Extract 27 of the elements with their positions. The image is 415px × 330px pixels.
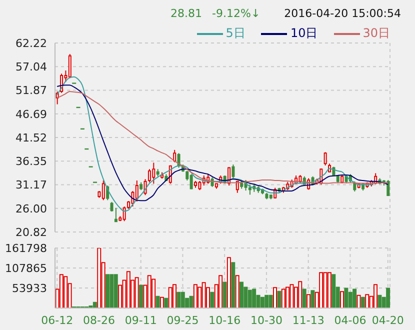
y-tick-label: 107865 <box>5 262 47 275</box>
y-tick-label: 46.69 <box>16 108 47 121</box>
y-tick-label: 51.87 <box>16 84 47 98</box>
y-tick-label: 26.00 <box>16 202 47 216</box>
x-tick-label: 11-13 <box>292 314 324 327</box>
x-tick-label: 09-25 <box>166 314 199 327</box>
x-tick-label: 10-16 <box>208 314 241 327</box>
x-tick-label: 10-30 <box>250 314 282 327</box>
text: 28.81 <box>170 7 202 20</box>
y-tick-label: 62.22 <box>16 36 47 50</box>
y-tick-label: 53933 <box>12 282 47 295</box>
y-tick-label: 57.04 <box>16 60 47 74</box>
y-tick-label: 161798 <box>5 242 47 255</box>
x-tick-label: 04-06 <box>334 314 366 327</box>
y-tick-label: 36.35 <box>16 155 47 168</box>
x-tick-label: 08-26 <box>82 314 115 327</box>
x-tick-label: 04-20 <box>372 314 404 327</box>
legend-label: 5日 <box>226 25 246 42</box>
text: 2016-04-20 15:00:54 <box>284 7 401 20</box>
y-tick-label: 20.82 <box>16 226 47 239</box>
x-tick-label: 06-12 <box>41 314 74 327</box>
y-tick-label: 31.17 <box>16 178 47 192</box>
y-tick-label: 41.52 <box>16 131 47 144</box>
x-tick-label: 09-11 <box>124 314 157 327</box>
legend-label: 30日 <box>362 25 390 42</box>
text: -9.12%↓ <box>212 7 260 20</box>
legend-label: 10日 <box>290 25 318 42</box>
